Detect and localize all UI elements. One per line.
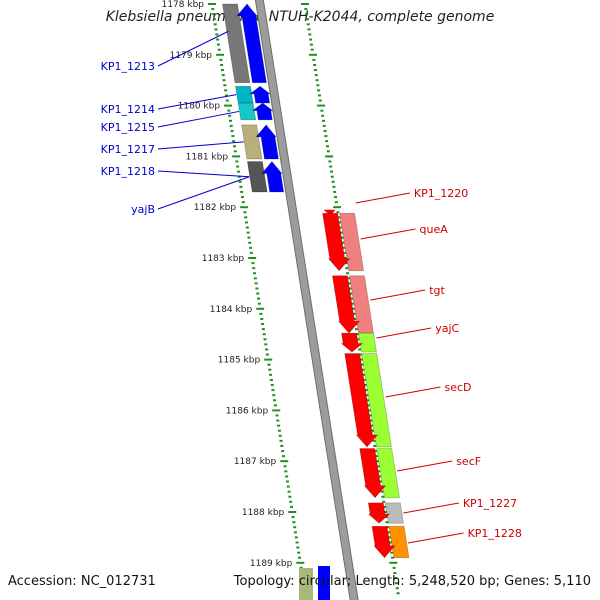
gene-leader-line	[157, 170, 250, 178]
ruler-label: 1184 kbp	[210, 305, 253, 315]
cog-block-KP1_1215	[237, 102, 257, 121]
gene-arrow-queA	[322, 212, 351, 272]
genes-value: 5,110	[553, 574, 591, 589]
ruler-label: 1179 kbp	[170, 51, 213, 61]
gene-arrow-KP1_1228	[371, 525, 396, 559]
cog-block-KP1_1214	[235, 85, 254, 104]
topology-label: Topology:	[233, 574, 295, 589]
gene-label-queA[interactable]: queA	[420, 223, 449, 236]
gene-label-secF[interactable]: secF	[456, 455, 481, 468]
ruler-label: 1183 kbp	[202, 254, 245, 264]
cog-block-secD	[361, 353, 392, 448]
gene-arrow-KP1_1217	[255, 124, 279, 160]
cog-block-yajC	[358, 332, 377, 353]
length-value: 5,248,520 bp	[408, 574, 496, 589]
genome-backbone	[254, 0, 359, 600]
ruler-label: 1187 kbp	[234, 457, 277, 467]
gene-leader-line	[355, 192, 410, 204]
gene-label-KP1_1218[interactable]: KP1_1218	[101, 165, 155, 178]
ruler-label: 1185 kbp	[218, 356, 261, 366]
gene-layer	[222, 3, 410, 600]
gene-leader-line	[157, 94, 237, 110]
gene-leader-line	[403, 502, 459, 514]
gene-arrow-secD	[344, 353, 379, 448]
ruler-label: 1182 kbp	[194, 203, 237, 213]
map-title: Klebsiella pneumoniae NTUH-K2044, comple…	[105, 9, 495, 25]
gene-label-secD[interactable]: secD	[445, 381, 472, 394]
gene-label-KP1_1227[interactable]: KP1_1227	[463, 497, 517, 510]
partial-cog-block	[299, 568, 313, 600]
gene-arrow-KP1_1215	[251, 102, 274, 121]
length-label: Length:	[355, 574, 405, 589]
genes-label: Genes:	[504, 574, 550, 589]
gene-arrow-yajC	[340, 332, 364, 353]
gene-arrow-KP1_1213	[236, 3, 267, 84]
backbone-layer	[254, 0, 359, 600]
ruler-label: 1178 kbp	[162, 0, 205, 10]
gene-leader-line	[157, 176, 250, 210]
accession-value: NC_012731	[80, 574, 156, 589]
gene-leader-line	[157, 30, 229, 67]
ruler-label: 1189 kbp	[250, 559, 293, 569]
gene-leader-line	[370, 289, 426, 301]
accession-footer: Accession: NC_012731	[8, 574, 156, 589]
gene-label-yajB[interactable]: yajB	[131, 203, 155, 216]
cog-block-KP1_1213	[222, 3, 251, 84]
topology-footer: Topology: circular; Length: 5,248,520 bp…	[233, 574, 591, 589]
gene-label-KP1_1220[interactable]: KP1_1220	[414, 187, 468, 200]
ruler-label: 1180 kbp	[178, 102, 221, 112]
label-layer: 1178 kbp 1179 kbp 1180 kbp 1181 kbp 1182 kbp…	[101, 0, 522, 569]
gene-label-KP1_1214[interactable]: KP1_1214	[101, 103, 155, 116]
ruler-label: 1181 kbp	[186, 152, 229, 162]
gene-leader-line	[407, 532, 464, 544]
gene-arrow-KP1_1220	[323, 209, 336, 216]
topology-value: circular	[298, 574, 347, 589]
gene-label-KP1_1213[interactable]: KP1_1213	[101, 60, 155, 73]
gene-arrow-KP1_1218	[261, 160, 285, 193]
cog-block-KP1_1218	[246, 161, 268, 193]
gene-label-KP1_1215[interactable]: KP1_1215	[101, 121, 155, 134]
gene-leader-line	[157, 110, 240, 128]
gene-leader-line	[376, 327, 432, 339]
cog-block-queA	[339, 212, 365, 272]
ruler-label: 1186 kbp	[226, 406, 269, 416]
gene-arrow-secF	[359, 448, 387, 499]
gene-leader-line	[157, 141, 244, 150]
gene-arrow-KP1_1214	[248, 85, 272, 104]
gene-leader-line	[385, 386, 441, 398]
gene-arrow-KP1_1227	[367, 502, 391, 524]
gene-leader-line	[397, 460, 453, 472]
gene-label-yajC[interactable]: yajC	[435, 322, 459, 335]
accession-label: Accession:	[8, 574, 77, 589]
cog-block-secF	[376, 448, 400, 499]
gene-label-tgt[interactable]: tgt	[429, 284, 445, 297]
gene-label-KP1_1228[interactable]: KP1_1228	[468, 527, 522, 540]
cog-block-KP1_1227	[384, 502, 404, 524]
gene-arrow-tgt	[331, 275, 361, 334]
ruler-layer	[208, 3, 400, 595]
gene-label-KP1_1217[interactable]: KP1_1217	[101, 143, 155, 156]
gene-leader-line	[360, 228, 416, 240]
cog-block-KP1_1217	[241, 124, 263, 160]
ruler-label: 1188 kbp	[242, 508, 285, 518]
partial-gene-arrow	[318, 566, 330, 600]
